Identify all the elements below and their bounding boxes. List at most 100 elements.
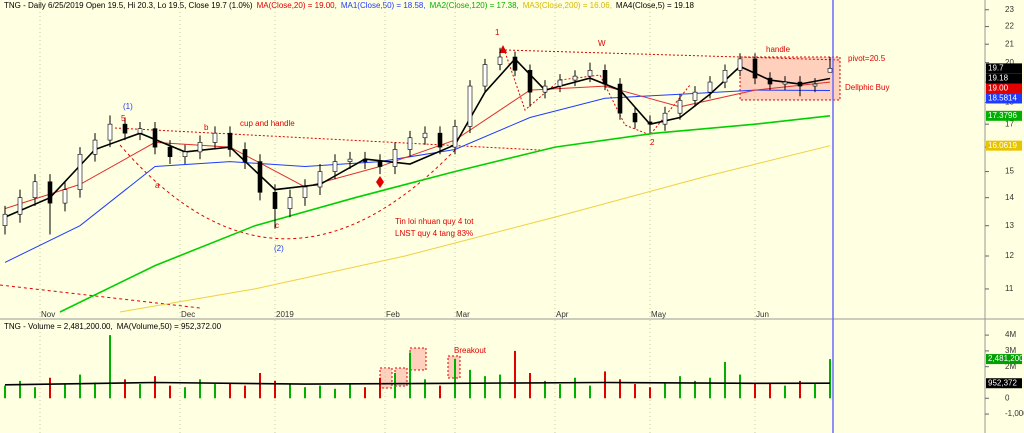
y-tick-label: 0 [1005, 393, 1010, 402]
candle-body [422, 132, 428, 139]
title-part: TNG - Volume = 2,481,200.00, [4, 322, 113, 331]
x-tick-label: Jun [756, 310, 769, 319]
volume-bar [364, 387, 366, 399]
y-tick-label: 15 [1005, 167, 1014, 176]
candle-body [662, 112, 668, 125]
annotation: 2 [650, 138, 655, 147]
volume-bar [559, 384, 561, 399]
candle-body [497, 56, 503, 65]
volume-bar [649, 387, 651, 399]
ma-line [119, 145, 831, 313]
candle-body [632, 112, 638, 123]
volume-bar [124, 379, 126, 399]
x-tick-label: 2019 [276, 310, 294, 319]
volume-bar [544, 380, 546, 399]
annotation: (1) [123, 102, 133, 111]
annotation: LNST quy 4 tang 83% [395, 229, 473, 238]
candle-body [377, 161, 383, 167]
y-tick-label: 12 [1005, 251, 1014, 260]
annotation: 1 [495, 28, 500, 37]
value-badge [986, 73, 1022, 84]
volume-bar [484, 376, 486, 399]
candle-body [317, 171, 323, 188]
title-part: MA4(Close,5) = 19.18 [616, 1, 695, 10]
candle-body [812, 83, 818, 87]
x-tick-label: Dec [181, 310, 195, 319]
volume-bar [529, 373, 531, 399]
volume-bar [289, 384, 291, 399]
y-tick-label: 23 [1005, 5, 1014, 14]
candle-body [167, 146, 173, 157]
y-tick-label: -1,000,000 [1005, 409, 1024, 418]
annotation: b [204, 123, 209, 132]
volume-bar [4, 385, 6, 399]
volume-bar [634, 384, 636, 399]
annotation: handle [766, 45, 791, 54]
candle-body [287, 197, 293, 209]
candle-body [392, 149, 398, 167]
candle-body [692, 91, 698, 101]
candle-body [797, 81, 803, 87]
title-part: MA(Close,20) = 19.00, [257, 1, 337, 10]
volume-bar [439, 385, 441, 399]
candle-body [47, 181, 53, 204]
candle-body [452, 126, 458, 148]
candle-body [557, 79, 563, 87]
candle-body [827, 68, 833, 73]
candle-body [602, 69, 608, 85]
candle-body [722, 69, 728, 83]
title-part: TNG - Daily 6/25/2019 Open 19.5, Hi 20.3… [4, 1, 253, 10]
chart-title: TNG - Volume = 2,481,200.00, MA(Volume,50… [4, 322, 222, 331]
volume-bar [169, 385, 171, 399]
volume-bar [394, 373, 396, 399]
annotation: Dellphic Buy [845, 83, 889, 92]
y-tick-label: 20 [1005, 58, 1014, 67]
breakout-box [394, 367, 408, 387]
x-tick-label: Apr [556, 310, 569, 319]
volume-bar [154, 376, 156, 399]
annotation: Tin loi nhuan quy 4 tot [395, 217, 474, 226]
annotation: c [275, 221, 279, 230]
volume-bar [574, 377, 576, 399]
chart-title: TNG - Daily 6/25/2019 Open 19.5, Hi 20.3… [4, 1, 695, 10]
annotation: a [155, 181, 160, 190]
candle-body [92, 139, 98, 155]
volume-bar [229, 382, 231, 399]
candle-body [242, 149, 248, 162]
volume-bar [679, 376, 681, 399]
volume-bar [49, 377, 51, 399]
volume-bar [754, 384, 756, 399]
volume-bar [184, 387, 186, 399]
volume-bar [799, 380, 801, 399]
title-part: MA3(Close,200) = 16.06, [523, 1, 612, 10]
volume-bar [619, 379, 621, 399]
value-badge-label: 952,372 [988, 378, 1017, 387]
x-tick-label: Mar [456, 310, 470, 319]
value-badge-label: 17.3796 [988, 111, 1017, 120]
w-pattern [504, 51, 691, 136]
annotation: W [598, 39, 606, 48]
candle-body [182, 151, 188, 157]
marker [376, 176, 384, 188]
value-badge-label: 2,481,200 [988, 354, 1024, 363]
candle-body [467, 85, 473, 127]
candle-body [437, 132, 443, 148]
y-tick-label: 11 [1005, 284, 1014, 293]
volume-bar [709, 377, 711, 399]
volume-bar [34, 387, 36, 399]
candle-body [107, 123, 113, 141]
value-badge-label: 18.5814 [988, 94, 1017, 103]
candle-body [137, 128, 143, 134]
annotation: 5 [121, 114, 126, 123]
volume-bar [454, 358, 456, 399]
volume-bar [304, 387, 306, 399]
volume-bar [409, 352, 411, 399]
value-badge [986, 93, 1022, 104]
y-tick-label: 17 [1005, 119, 1014, 128]
value-badge-label: 19.7 [988, 63, 1004, 72]
breakout-box [379, 367, 393, 389]
volume-bar [469, 369, 471, 399]
volume-bar [724, 361, 726, 399]
y-tick-label: 13 [1005, 221, 1014, 230]
